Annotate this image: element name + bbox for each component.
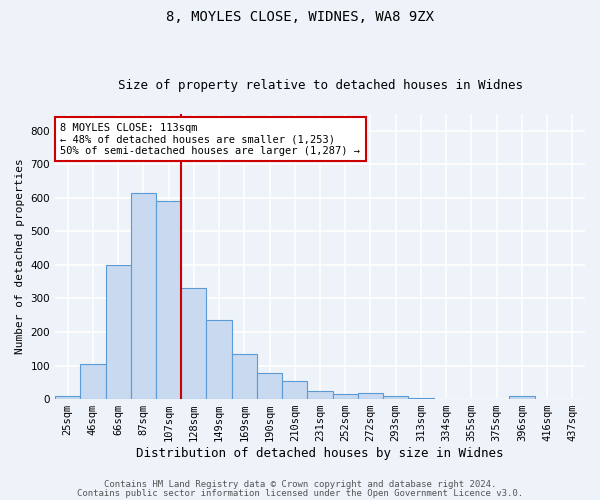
Bar	[80, 364, 106, 399]
Bar	[332, 394, 358, 399]
Bar	[55, 396, 80, 399]
Text: 8, MOYLES CLOSE, WIDNES, WA8 9ZX: 8, MOYLES CLOSE, WIDNES, WA8 9ZX	[166, 10, 434, 24]
Bar	[307, 390, 332, 399]
Text: 8 MOYLES CLOSE: 113sqm
← 48% of detached houses are smaller (1,253)
50% of semi-: 8 MOYLES CLOSE: 113sqm ← 48% of detached…	[61, 122, 361, 156]
Bar	[206, 320, 232, 399]
Text: Contains public sector information licensed under the Open Government Licence v3: Contains public sector information licen…	[77, 489, 523, 498]
Bar	[358, 394, 383, 399]
Y-axis label: Number of detached properties: Number of detached properties	[15, 158, 25, 354]
Text: Contains HM Land Registry data © Crown copyright and database right 2024.: Contains HM Land Registry data © Crown c…	[104, 480, 496, 489]
Bar	[156, 201, 181, 399]
Bar	[257, 374, 282, 399]
Bar	[509, 396, 535, 399]
Bar	[106, 265, 131, 399]
Title: Size of property relative to detached houses in Widnes: Size of property relative to detached ho…	[118, 79, 523, 92]
X-axis label: Distribution of detached houses by size in Widnes: Distribution of detached houses by size …	[136, 447, 504, 460]
Bar	[181, 288, 206, 399]
Bar	[282, 382, 307, 399]
Bar	[131, 193, 156, 399]
Bar	[409, 398, 434, 399]
Bar	[383, 396, 409, 399]
Bar	[232, 354, 257, 399]
